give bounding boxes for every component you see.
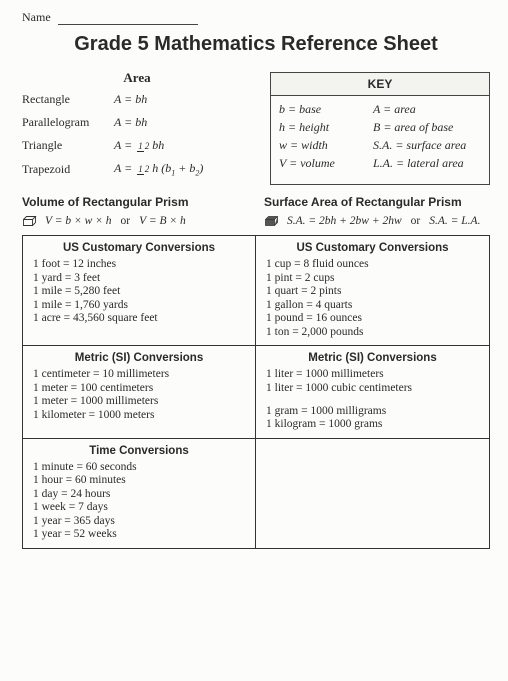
shape-label: Trapezoid [22, 162, 114, 177]
conv-line: 1 week = 7 days [33, 501, 245, 513]
formula-part: S.A. = 2bh + 2bw + 2hw [287, 215, 402, 227]
conv-line: 1 acre = 43,560 square feet [33, 312, 245, 324]
conv-si-length: Metric (SI) Conversions 1 centimeter = 1… [23, 346, 256, 439]
conv-heading: US Customary Conversions [33, 242, 245, 254]
conv-heading: Metric (SI) Conversions [266, 352, 479, 364]
conv-si-volume: Metric (SI) Conversions 1 liter = 1000 m… [256, 346, 489, 439]
or-text: or [121, 215, 131, 227]
conv-time: Time Conversions 1 minute = 60 seconds 1… [23, 439, 256, 548]
formula-part: V = B × h [139, 215, 186, 227]
key-item: h = height [279, 120, 369, 135]
area-heading: Area [22, 70, 252, 86]
conv-line: 1 minute = 60 seconds [33, 461, 245, 473]
shape-label: Rectangle [22, 92, 114, 107]
key-item: b = base [279, 102, 369, 117]
conv-line: 1 hour = 60 minutes [33, 474, 245, 486]
conversions-table: US Customary Conversions 1 foot = 12 inc… [22, 235, 490, 549]
key-item: A = area [373, 102, 481, 117]
formula-part: A = [114, 161, 135, 175]
area-row-parallelogram: Parallelogram A = bh [22, 115, 252, 130]
shape-label: Triangle [22, 138, 114, 153]
conv-line: 1 mile = 1,760 yards [33, 299, 245, 311]
conv-line: 1 year = 52 weeks [33, 528, 245, 540]
formula-part: h (b [152, 161, 171, 175]
conv-line: 1 quart = 2 pints [266, 285, 479, 297]
conv-line: 1 gram = 1000 milligrams [266, 405, 479, 417]
conv-heading: US Customary Conversions [266, 242, 479, 254]
conv-line: 1 cup = 8 fluid ounces [266, 258, 479, 270]
key-item: V = volume [279, 156, 369, 171]
formula-part: A = [114, 138, 135, 152]
surface-col: Surface Area of Rectangular Prism S.A. =… [264, 195, 490, 227]
conv-usc-length: US Customary Conversions 1 foot = 12 inc… [23, 236, 256, 346]
spacer [266, 395, 479, 403]
conv-line: 1 gallon = 4 quarts [266, 299, 479, 311]
conv-line: 1 year = 365 days [33, 515, 245, 527]
conv-empty [256, 439, 489, 548]
conv-line: 1 pound = 16 ounces [266, 312, 479, 324]
shape-label: Parallelogram [22, 115, 114, 130]
conv-line: 1 kilogram = 1000 grams [266, 418, 479, 430]
prism-icon [264, 215, 282, 227]
conv-line: 1 mile = 5,280 feet [33, 285, 245, 297]
area-row-triangle: Triangle A = 12bh [22, 138, 252, 153]
prism-icon [22, 215, 40, 227]
conv-heading: Metric (SI) Conversions [33, 352, 245, 364]
key-box: KEY b = base A = area h = height B = are… [270, 72, 490, 185]
conv-line: 1 day = 24 hours [33, 488, 245, 500]
formula-part: + b [175, 161, 195, 175]
numerator: 1 [137, 141, 144, 152]
conv-line: 1 meter = 100 centimeters [33, 382, 245, 394]
formula-part: S.A. = L.A. [429, 215, 480, 227]
page-title: Grade 5 Mathematics Reference Sheet [22, 33, 490, 56]
conv-line: 1 kilometer = 1000 meters [33, 409, 245, 421]
shape-formula: A = 12bh [114, 138, 164, 153]
conv-line: 1 ton = 2,000 pounds [266, 326, 479, 338]
key-title: KEY [271, 73, 489, 96]
fraction: 12 [137, 142, 150, 150]
name-blank-line [58, 24, 198, 25]
area-row-rectangle: Rectangle A = bh [22, 92, 252, 107]
name-field: Name [22, 10, 490, 25]
area-row-trapezoid: Trapezoid A = 12h (b 1 + b 2) [22, 161, 252, 177]
conv-line: 1 liter = 1000 cubic centimeters [266, 382, 479, 394]
conv-line: 1 meter = 1000 millimeters [33, 395, 245, 407]
conv-line: 1 centimeter = 10 millimeters [33, 368, 245, 380]
name-label: Name [22, 10, 51, 24]
shape-formula: A = 12h (b 1 + b 2) [114, 161, 203, 177]
formula-part: bh [152, 138, 164, 152]
denominator: 2 [144, 141, 151, 151]
conv-line: 1 pint = 2 cups [266, 272, 479, 284]
shape-formula: A = bh [114, 115, 147, 130]
key-item: B = area of base [373, 120, 481, 135]
surface-formula: S.A. = 2bh + 2bw + 2hw or S.A. = L.A. [264, 215, 490, 227]
key-item: w = width [279, 138, 369, 153]
conv-line: 1 liter = 1000 millimeters [266, 368, 479, 380]
denominator: 2 [144, 164, 151, 174]
or-text: or [411, 215, 421, 227]
numerator: 1 [137, 164, 144, 175]
area-key-row: Area Rectangle A = bh Parallelogram A = … [22, 70, 490, 185]
key-item: L.A. = lateral area [373, 156, 481, 171]
conv-line: 1 yard = 3 feet [33, 272, 245, 284]
key-item: S.A. = surface area [373, 138, 481, 153]
conv-usc-volume: US Customary Conversions 1 cup = 8 fluid… [256, 236, 489, 346]
surface-heading: Surface Area of Rectangular Prism [264, 195, 490, 209]
formula-part: V = b × w × h [45, 215, 112, 227]
volume-heading: Volume of Rectangular Prism [22, 195, 248, 209]
fraction: 12 [137, 165, 150, 173]
area-formulas: Area Rectangle A = bh Parallelogram A = … [22, 70, 252, 185]
shape-formula: A = bh [114, 92, 147, 107]
volume-formula: V = b × w × h or V = B × h [22, 215, 248, 227]
formula-part: ) [199, 161, 203, 175]
key-body: b = base A = area h = height B = area of… [271, 96, 489, 177]
volume-col: Volume of Rectangular Prism V = b × w × … [22, 195, 248, 227]
conv-heading: Time Conversions [33, 445, 245, 457]
conv-line: 1 foot = 12 inches [33, 258, 245, 270]
prism-formulas-row: Volume of Rectangular Prism V = b × w × … [22, 195, 490, 227]
